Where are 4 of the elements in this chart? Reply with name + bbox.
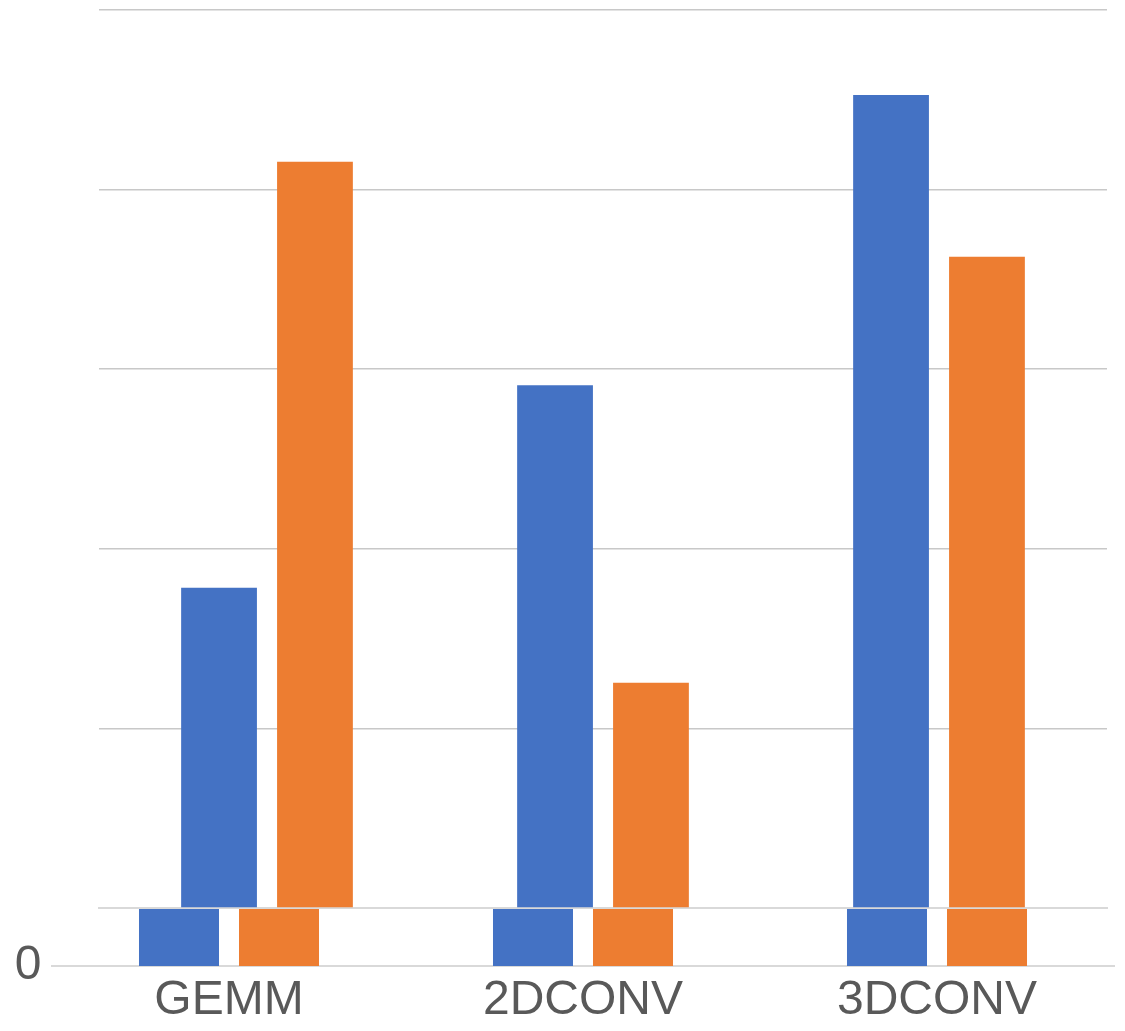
- x-tick-label: GEMM: [154, 971, 304, 1025]
- x-tick-label: 2DCONV: [482, 971, 684, 1025]
- x-tick-label: 3DCONV: [836, 971, 1038, 1025]
- text: 0: [14, 936, 42, 990]
